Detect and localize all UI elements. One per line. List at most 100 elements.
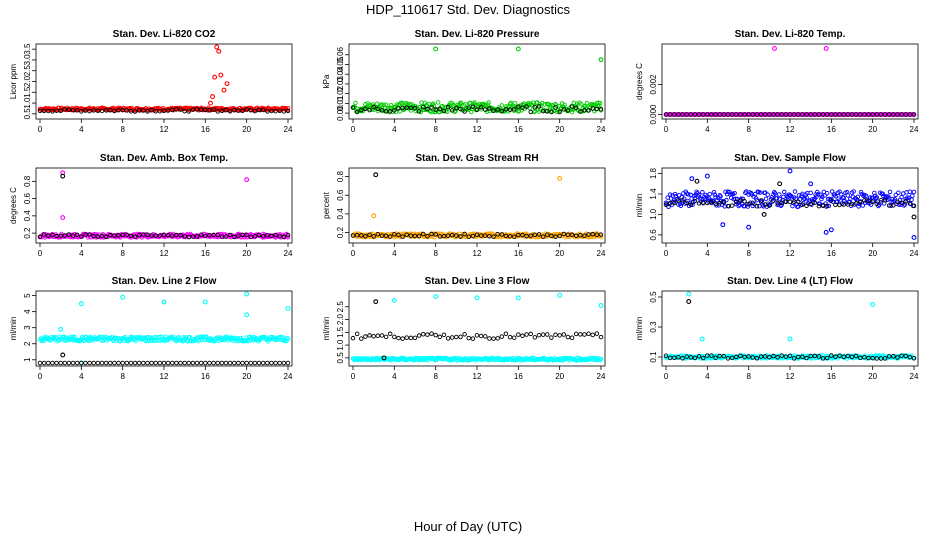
data-point (820, 203, 826, 209)
data-point (833, 202, 838, 208)
x-tick-label: 12 (160, 372, 169, 381)
data-point (178, 107, 183, 112)
data-point (845, 112, 851, 117)
data-point (219, 337, 225, 343)
data-point (116, 233, 121, 238)
data-point (373, 172, 379, 178)
data-point (734, 354, 739, 360)
data-point (717, 353, 722, 359)
x-tick-label: 4 (392, 249, 397, 258)
data-point (451, 103, 457, 108)
series-1 (350, 46, 604, 115)
data-point (545, 109, 550, 114)
data-point (557, 233, 562, 239)
data-point (772, 46, 777, 51)
data-point (285, 360, 291, 366)
data-point (536, 332, 542, 338)
x-tick-label: 8 (746, 372, 751, 381)
data-point (145, 109, 150, 114)
y-tick-label: 1.5 (23, 86, 32, 98)
panel-title: Stan. Dev. Gas Stream RH (415, 153, 538, 164)
data-point (732, 190, 737, 196)
data-point (516, 104, 521, 109)
data-point (899, 353, 904, 358)
data-point (758, 354, 764, 359)
x-tick-label: 12 (786, 249, 795, 258)
data-point (149, 233, 154, 238)
data-point (91, 360, 96, 366)
panel-title: Stan. Dev. Li-820 Pressure (415, 29, 540, 40)
data-point (400, 105, 405, 111)
data-point (828, 227, 834, 233)
data-point (161, 232, 167, 238)
data-point (680, 356, 685, 361)
data-point (815, 189, 820, 195)
data-point (870, 355, 875, 361)
y-tick-label: 0.1 (649, 351, 658, 363)
data-point (503, 233, 509, 239)
data-point (586, 108, 591, 113)
data-point (458, 234, 463, 239)
data-point (787, 353, 793, 359)
y-tick-label: 0.4 (336, 208, 345, 220)
data-point (598, 356, 604, 362)
data-point (421, 331, 426, 337)
panel-9: Stan. Dev. Line 4 (LT) Flow 0 4 8 12 16 20 24 0.… (635, 276, 919, 381)
data-point (449, 108, 455, 113)
data-point (573, 233, 579, 238)
panel-title: Stan. Dev. Line 3 Flow (425, 276, 530, 287)
data-point (862, 198, 867, 203)
x-tick-label: 0 (38, 372, 43, 381)
data-point (165, 233, 171, 238)
data-point (120, 360, 125, 366)
data-point (350, 105, 356, 110)
data-point (886, 203, 892, 208)
data-point (511, 234, 517, 239)
y-tick-label: 2.0 (336, 313, 345, 325)
data-point (891, 112, 896, 117)
data-point (676, 112, 681, 117)
data-point (724, 197, 729, 203)
data-point (841, 112, 846, 117)
data-point (194, 360, 200, 366)
data-point (573, 358, 579, 363)
data-point (524, 332, 529, 337)
data-point (62, 233, 68, 238)
data-point (907, 189, 913, 195)
data-point (712, 192, 718, 197)
data-point (174, 107, 179, 112)
data-point (483, 334, 488, 339)
data-point (507, 234, 513, 239)
data-point (244, 312, 250, 318)
data-point (66, 232, 72, 237)
panel-6: Stan. Dev. Sample Flow 0 4 8 12 16 20 24 0.6 1.0 1… (635, 153, 919, 258)
data-point (392, 232, 397, 237)
data-point (557, 176, 563, 181)
data-point (816, 112, 822, 117)
data-point (791, 199, 797, 205)
x-tick-label: 16 (201, 249, 210, 258)
data-point (54, 233, 59, 239)
data-point (478, 233, 484, 238)
data-point (499, 108, 505, 114)
data-point (396, 106, 401, 111)
data-point (79, 109, 84, 114)
data-point (584, 100, 590, 106)
x-tick-label: 4 (79, 372, 84, 381)
data-point (128, 233, 134, 239)
data-point (459, 234, 465, 239)
data-point (367, 333, 372, 338)
data-point (540, 100, 545, 106)
data-point (281, 109, 287, 114)
data-point (433, 294, 439, 300)
data-point (91, 108, 96, 113)
data-point (103, 234, 109, 240)
plot-frame (348, 167, 606, 244)
data-point (269, 233, 274, 239)
y-axis-label: ml/min (322, 317, 331, 341)
data-point (429, 331, 434, 336)
data-point (437, 334, 443, 340)
series-2 (37, 173, 291, 240)
data-point (95, 108, 101, 114)
x-tick-label: 16 (201, 372, 210, 381)
